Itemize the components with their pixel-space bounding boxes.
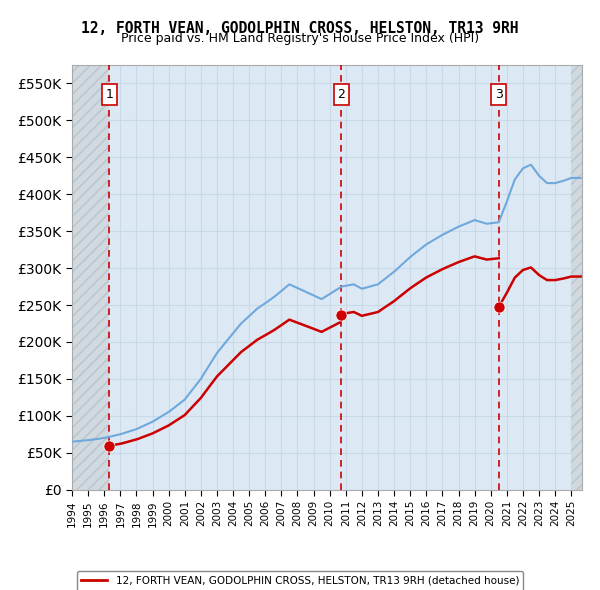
Text: 12, FORTH VEAN, GODOLPHIN CROSS, HELSTON, TR13 9RH: 12, FORTH VEAN, GODOLPHIN CROSS, HELSTON… [81,21,519,35]
Text: 2: 2 [337,88,346,101]
Bar [72,65,109,490]
Bar [571,65,582,490]
Legend: 12, FORTH VEAN, GODOLPHIN CROSS, HELSTON, TR13 9RH (detached house), HPI: Averag: 12, FORTH VEAN, GODOLPHIN CROSS, HELSTON… [77,571,523,590]
Text: 3: 3 [495,88,503,101]
Bar [72,65,109,490]
Text: 1: 1 [106,88,113,101]
Text: Price paid vs. HM Land Registry's House Price Index (HPI): Price paid vs. HM Land Registry's House … [121,32,479,45]
